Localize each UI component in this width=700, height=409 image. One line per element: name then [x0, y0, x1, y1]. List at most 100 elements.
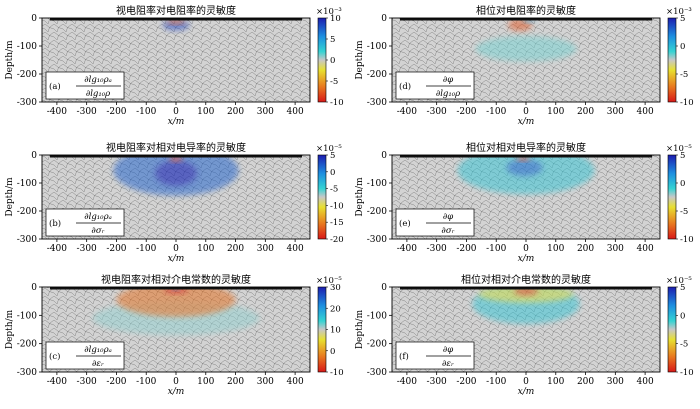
- colorbar-tick-label: 5: [680, 151, 685, 161]
- colorbar-exponent: ×10⁻⁵: [316, 276, 342, 286]
- x-axis-label: x/m: [518, 387, 535, 397]
- x-tick-label: -200: [456, 244, 476, 254]
- formula-denominator: ∂σᵣ: [91, 226, 104, 236]
- x-tick-label: -300: [77, 244, 97, 254]
- x-tick-label: 400: [287, 244, 304, 254]
- panel-label: (b): [49, 218, 61, 229]
- x-tick-label: 100: [547, 377, 564, 387]
- x-tick-label: -300: [77, 377, 97, 387]
- formula-box: [395, 71, 475, 100]
- y-tick-label: -300: [17, 235, 37, 245]
- x-tick-label: -100: [486, 377, 506, 387]
- colorbar: [317, 154, 327, 240]
- x-tick-label: -400: [397, 244, 417, 254]
- y-axis-label: Depth/m: [5, 177, 15, 217]
- panel-title: 相位对相对电导率的灵敏度: [466, 141, 586, 154]
- x-tick-label: 100: [547, 107, 564, 117]
- colorbar-tick-label: 10: [330, 14, 341, 24]
- x-tick-label: 400: [287, 377, 304, 387]
- colorbar: [317, 17, 327, 103]
- formula-numerator: ∂φ: [443, 345, 453, 355]
- panel-e: -400 -300 -200 -100 0 100 200 300 4000-100-200-3…: [355, 141, 694, 264]
- x-tick-label: -300: [77, 107, 97, 117]
- y-tick-label: 0: [381, 151, 387, 161]
- x-tick-label: 300: [607, 377, 624, 387]
- y-tick-label: 0: [31, 151, 37, 161]
- panel-label: (f): [399, 351, 409, 362]
- colorbar-exponent: ×10⁻³: [666, 7, 692, 17]
- colorbar-tick-label: 0: [330, 168, 335, 178]
- panel-title: 视电阻率对电阻率的灵敏度: [116, 4, 236, 17]
- x-tick-label: 200: [227, 107, 244, 117]
- formula-box: [45, 341, 125, 370]
- formula-numerator: ∂lg₁₀ρₐ: [84, 345, 112, 355]
- colorbar-tick-label: -10: [330, 201, 344, 211]
- x-tick-label: -200: [456, 377, 476, 387]
- colorbar-tick-label: 5: [330, 151, 335, 161]
- x-tick-label: 0: [173, 377, 179, 387]
- colorbar-tick-label: -20: [330, 235, 344, 245]
- y-tick-label: 0: [381, 14, 387, 24]
- x-tick-label: -400: [47, 107, 67, 117]
- x-tick-label: -300: [427, 244, 447, 254]
- y-tick-label: -300: [367, 235, 387, 245]
- x-tick-label: 400: [637, 244, 654, 254]
- colorbar-exponent: ×10⁻⁵: [316, 144, 342, 154]
- x-tick-label: -400: [397, 377, 417, 387]
- surface-line: [50, 18, 302, 21]
- formula-box: [395, 341, 475, 370]
- colorbar-tick-label: -10: [680, 235, 694, 245]
- formula-denominator: ∂lg₁₀ρ: [436, 89, 460, 99]
- x-tick-label: 0: [523, 244, 529, 254]
- x-tick-label: 0: [173, 244, 179, 254]
- x-tick-label: 0: [523, 377, 529, 387]
- colorbar-tick-label: 30: [330, 283, 341, 293]
- colorbar: [667, 17, 677, 103]
- x-tick-label: -100: [136, 244, 156, 254]
- x-tick-label: 200: [227, 377, 244, 387]
- y-axis-label: Depth/m: [355, 40, 365, 80]
- formula-denominator: ∂εᵣ: [442, 359, 454, 369]
- colorbar-tick-label: 0: [680, 179, 685, 189]
- y-tick-label: -200: [367, 340, 387, 350]
- x-tick-label: 200: [577, 377, 594, 387]
- colorbar-tick-label: 5: [680, 283, 685, 293]
- x-tick-label: -100: [136, 107, 156, 117]
- x-tick-label: -100: [486, 244, 506, 254]
- panel-a: -400 -300 -200 -100 0 100 200 300 4000-100-200-3…: [5, 4, 344, 127]
- colorbar-tick-label: -10: [680, 368, 694, 378]
- y-tick-label: -200: [367, 70, 387, 80]
- colorbar-exponent: ×10⁻⁵: [666, 144, 692, 154]
- colorbar-tick-label: 0: [330, 56, 335, 66]
- x-tick-label: -400: [47, 244, 67, 254]
- formula-box: [395, 208, 475, 237]
- x-tick-label: -300: [427, 107, 447, 117]
- x-tick-label: -200: [106, 107, 126, 117]
- colorbar-tick-label: -5: [680, 70, 688, 80]
- y-tick-label: -100: [17, 311, 37, 321]
- x-tick-label: -400: [397, 107, 417, 117]
- y-tick-label: -100: [17, 42, 37, 52]
- x-tick-label: -200: [456, 107, 476, 117]
- x-tick-label: 300: [257, 244, 274, 254]
- x-tick-label: 400: [637, 377, 654, 387]
- x-tick-label: 400: [637, 107, 654, 117]
- formula-denominator: ∂σᵣ: [441, 226, 454, 236]
- formula-denominator: ∂εᵣ: [92, 359, 104, 369]
- colorbar-tick-label: -10: [330, 98, 344, 108]
- x-tick-label: 300: [607, 244, 624, 254]
- x-tick-label: 0: [523, 107, 529, 117]
- x-axis-label: x/m: [518, 254, 535, 264]
- formula-box: [45, 208, 125, 237]
- colorbar-tick-label: -5: [680, 340, 688, 350]
- colorbar-exponent: ×10⁻³: [316, 7, 342, 17]
- colorbar-tick-label: 5: [680, 14, 685, 24]
- y-axis-label: Depth/m: [5, 309, 15, 349]
- y-tick-label: -200: [367, 207, 387, 217]
- panel-title: 相位对相对介电常数的灵敏度: [461, 273, 591, 286]
- colorbar: [667, 154, 677, 240]
- x-tick-label: 100: [547, 244, 564, 254]
- colorbar-tick-label: 10: [330, 326, 341, 336]
- panel-f: -400 -300 -200 -100 0 100 200 300 4000-100-200-3…: [355, 273, 694, 397]
- x-tick-label: 200: [577, 107, 594, 117]
